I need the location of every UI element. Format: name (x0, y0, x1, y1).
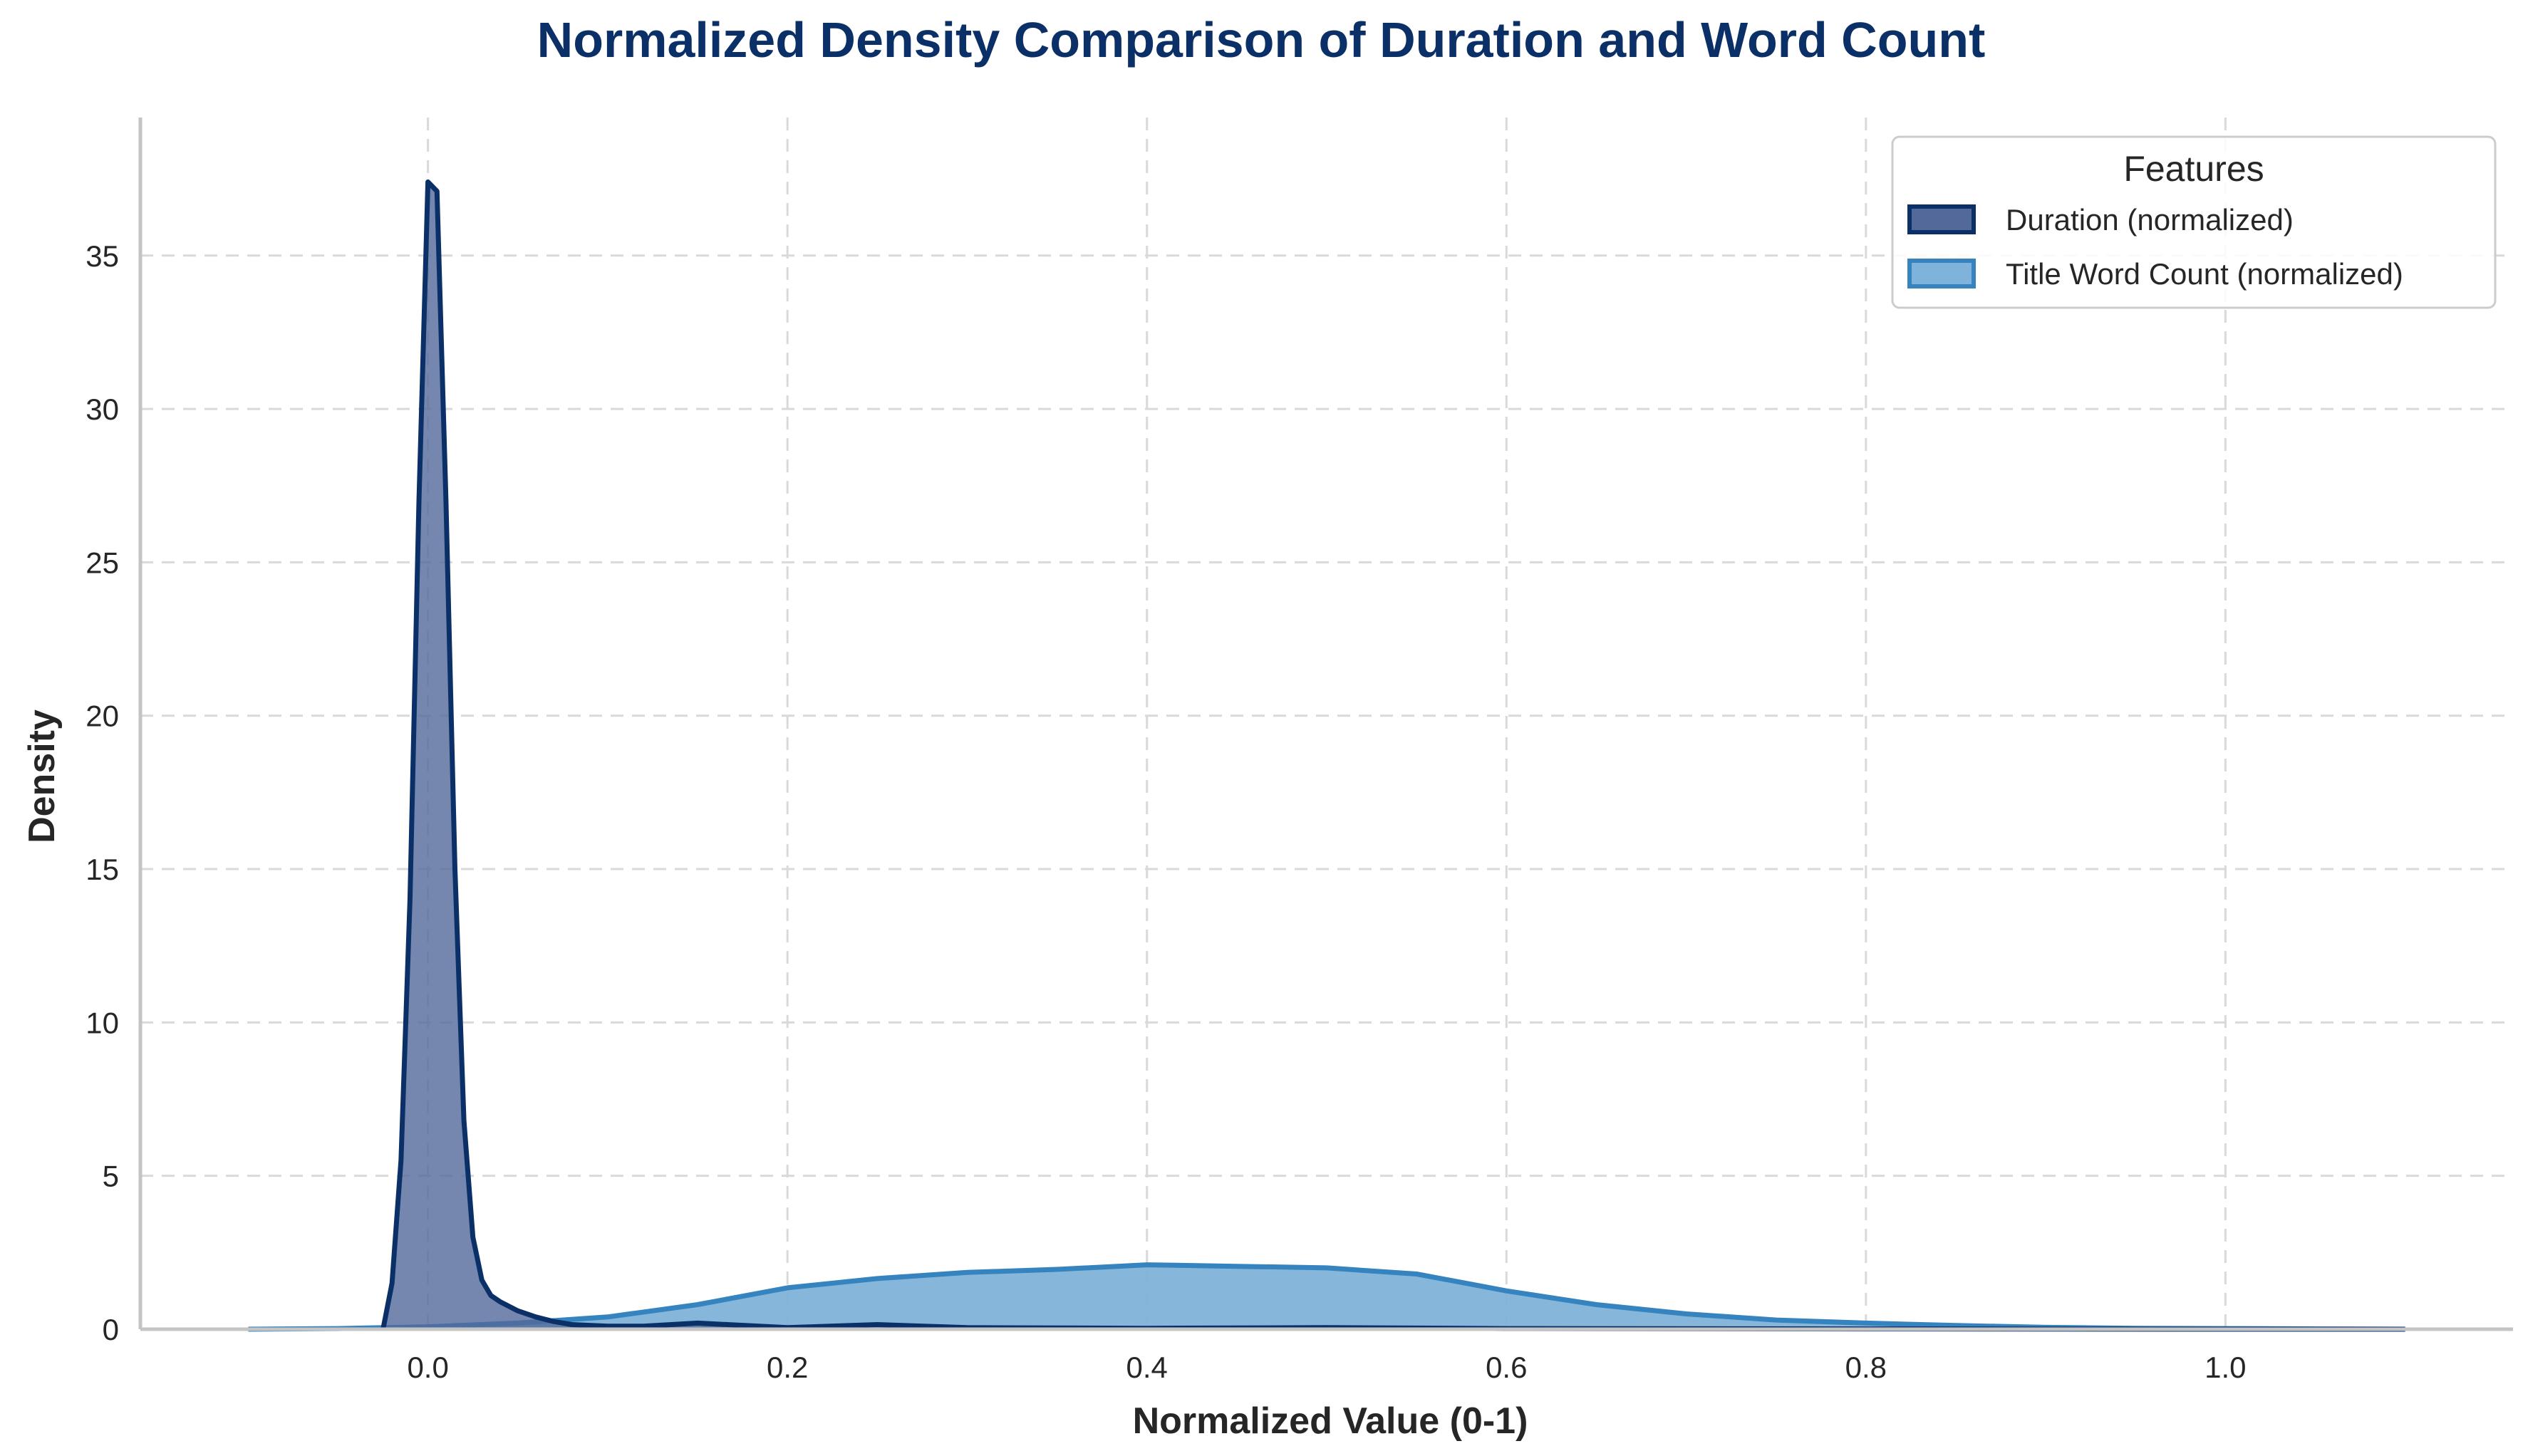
x-tick-label-5: 1.0 (2205, 1351, 2246, 1384)
y-tick-label-2: 10 (86, 1006, 119, 1039)
y-tick-label-4: 20 (86, 700, 119, 733)
x-tick-label-1: 0.2 (767, 1351, 808, 1384)
legend-label-duration: Duration (normalized) (2006, 203, 2294, 236)
legend-label-title-word-count: Title Word Count (normalized) (2006, 257, 2403, 291)
x-tick-label-2: 0.4 (1126, 1351, 1168, 1384)
x-tick-label-0: 0.0 (407, 1351, 448, 1384)
legend-swatch-duration (1907, 204, 1976, 234)
y-tick-label-6: 30 (86, 392, 119, 426)
y-tick-label-7: 35 (86, 239, 119, 273)
chart-title: Normalized Density Comparison of Duratio… (537, 12, 1986, 68)
series-area-title-word-count (248, 1264, 2405, 1329)
series-line-duration (380, 179, 2405, 1332)
y-tick-label-0: 0 (103, 1313, 119, 1346)
y-tick-label-1: 5 (103, 1160, 119, 1193)
legend-frame (1891, 135, 2497, 309)
legend-swatch-title-word-count (1907, 259, 1976, 288)
series-area-duration (383, 182, 2405, 1329)
x-tick-label-3: 0.6 (1486, 1351, 1527, 1384)
y-tick-label-5: 25 (86, 546, 119, 579)
tick-labels: 0.0 0.2 0.4 0.6 0.8 1.0 0 5 10 15 20 25 30 35 (86, 239, 2246, 1384)
legend-title: Features (2123, 149, 2264, 189)
x-axis-label: Normalized Value (0-1) (1133, 1400, 1528, 1442)
legend: Features Duration (normalized) Title Wor… (1891, 135, 2497, 309)
density-areas (248, 179, 2405, 1332)
x-tick-label-4: 0.8 (1845, 1351, 1887, 1384)
y-tick-label-3: 15 (86, 853, 119, 886)
y-axis-label: Density (21, 709, 63, 843)
axes-spines (138, 118, 2513, 1331)
